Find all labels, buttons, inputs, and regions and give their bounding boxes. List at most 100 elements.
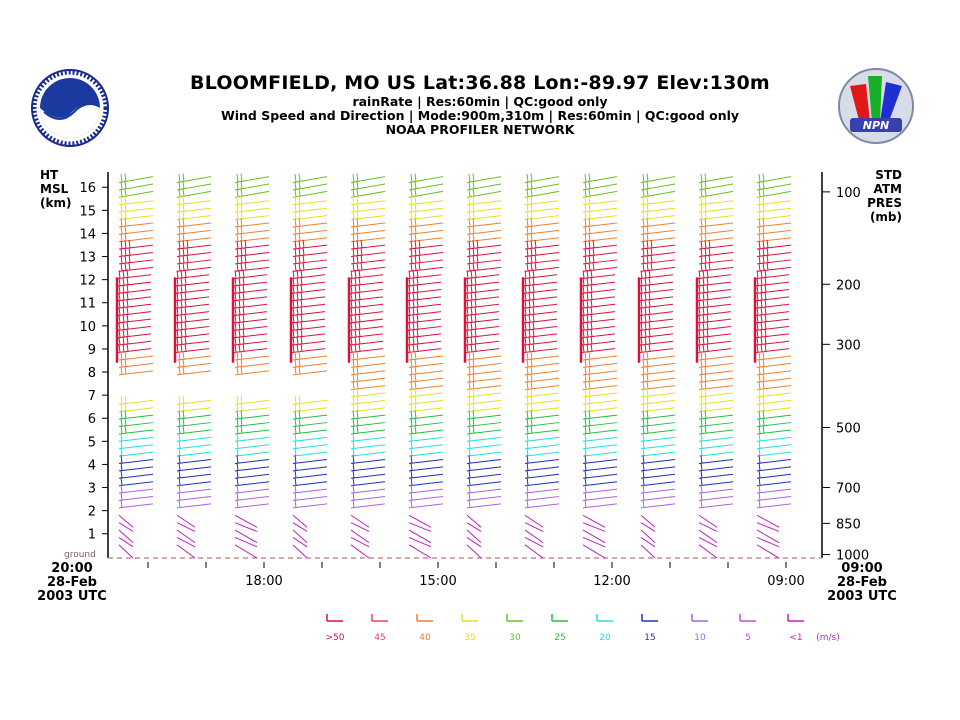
barb-flag <box>408 336 411 345</box>
barb-flag <box>700 381 703 390</box>
barb-flag <box>588 210 591 219</box>
barb-flag <box>120 351 123 360</box>
barb-flag <box>242 335 245 345</box>
barb-flag <box>234 299 237 308</box>
barb-flag <box>756 329 759 338</box>
barb-flag <box>126 269 129 278</box>
wind-barb <box>234 399 270 405</box>
x-tick-label: 15:00 <box>419 574 456 589</box>
barb-flag <box>584 218 587 227</box>
barb-flag <box>648 335 651 345</box>
wind-barb <box>408 459 444 465</box>
wind-barb <box>234 237 270 243</box>
barb-flag <box>352 174 355 183</box>
barb-flag <box>762 240 765 249</box>
barb-flag <box>178 403 181 412</box>
barb-flag <box>178 240 181 249</box>
barb-flag <box>760 284 763 293</box>
barb-flag <box>120 477 123 486</box>
barb-flag <box>124 425 127 434</box>
barb-flag <box>298 195 301 205</box>
barb-flag <box>410 403 413 412</box>
barb-flag <box>182 417 185 426</box>
barb-flag <box>756 344 759 353</box>
barb-flag <box>408 329 411 338</box>
barb-flag <box>294 366 297 375</box>
wind-barb <box>466 355 502 361</box>
wind-barb <box>696 281 732 287</box>
barb-flag <box>590 284 593 293</box>
barb-flag <box>764 298 767 308</box>
barb-flag <box>180 321 183 330</box>
barb-flag <box>352 469 355 479</box>
barb-flag <box>292 270 295 279</box>
wind-barb <box>464 303 500 309</box>
wind-barb <box>696 325 732 331</box>
barb-flag <box>178 469 181 479</box>
wind-barb <box>176 362 212 368</box>
barb-flag <box>124 195 127 205</box>
barb-flag <box>526 410 529 419</box>
barb-flag <box>534 254 537 263</box>
barb-flag <box>704 351 707 360</box>
barb-flag <box>184 313 187 322</box>
wind-barb <box>176 429 212 435</box>
barb-flag <box>120 225 123 235</box>
barb-flag <box>756 314 759 323</box>
wind-barb <box>756 459 792 465</box>
barb-flag <box>294 462 297 471</box>
barb-flag <box>762 180 765 189</box>
wind-barb <box>524 222 560 228</box>
wind-barb <box>292 436 328 442</box>
wind-barb <box>524 399 560 405</box>
barb-flag <box>702 299 705 308</box>
barb-flag <box>182 365 185 375</box>
wind-barb <box>292 207 328 213</box>
wind-barb <box>292 237 328 243</box>
barb-flag <box>124 225 127 234</box>
barb-flag <box>354 284 357 293</box>
wind-barb <box>234 459 270 465</box>
barb-flag <box>532 306 535 315</box>
wind-barb <box>640 244 676 250</box>
barb-flag <box>292 329 295 338</box>
barb-flag <box>526 432 529 442</box>
barb-flag <box>412 321 415 330</box>
barb-flag <box>178 447 181 456</box>
wind-barb <box>524 385 560 391</box>
wind-barb <box>698 473 734 479</box>
barb-flag <box>184 276 187 285</box>
barb-flag <box>120 410 123 419</box>
barb-flag <box>128 247 131 256</box>
barb-flag <box>642 203 645 212</box>
barb-flag <box>242 321 245 330</box>
wind-barb <box>408 266 444 272</box>
wind-barb <box>466 190 502 198</box>
barb-flag <box>758 381 761 390</box>
wind-barb <box>176 514 196 528</box>
y-tick-label: 8 <box>88 366 96 381</box>
barb-flag <box>472 365 475 375</box>
barb-flag <box>186 261 189 271</box>
barb-flag <box>586 306 589 315</box>
barb-flag <box>582 277 585 286</box>
wind-barb <box>698 451 734 457</box>
wind-barb <box>756 237 792 243</box>
barb-flag <box>124 262 127 271</box>
barb-flag <box>472 240 475 249</box>
barb-flag <box>178 351 181 360</box>
legend-label: <1 <box>789 633 802 643</box>
barb-flag <box>762 410 765 419</box>
barb-flag <box>646 417 649 426</box>
barb-flag <box>120 484 123 493</box>
wind-barb <box>524 466 560 472</box>
barb-flag <box>178 248 181 257</box>
wind-barb <box>408 377 444 383</box>
barb-flag <box>640 307 643 316</box>
barb-flag <box>762 232 765 241</box>
wind-barb <box>756 522 780 532</box>
wind-barb <box>466 429 502 435</box>
barb-flag <box>410 359 413 368</box>
barb-flag <box>468 455 471 464</box>
barb-flag <box>410 262 413 272</box>
